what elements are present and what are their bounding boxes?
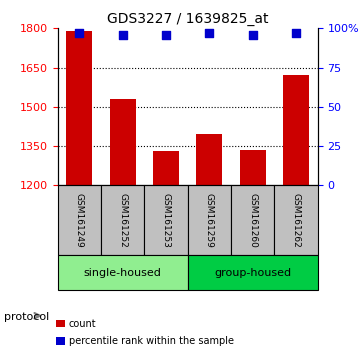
Text: protocol: protocol — [4, 312, 49, 322]
Text: GSM161249: GSM161249 — [75, 193, 84, 248]
Point — [293, 30, 299, 36]
Point — [163, 32, 169, 38]
Bar — [56, 337, 65, 345]
FancyBboxPatch shape — [144, 185, 188, 255]
Bar — [196, 135, 222, 185]
FancyBboxPatch shape — [58, 255, 188, 290]
Text: GSM161259: GSM161259 — [205, 193, 214, 248]
Title: GDS3227 / 1639825_at: GDS3227 / 1639825_at — [107, 12, 269, 26]
Text: group-housed: group-housed — [214, 268, 291, 278]
FancyBboxPatch shape — [101, 185, 144, 255]
Bar — [153, 152, 179, 185]
Bar — [240, 150, 266, 185]
Text: count: count — [69, 319, 96, 329]
Point — [250, 32, 256, 38]
Bar — [66, 31, 92, 185]
Text: GSM161262: GSM161262 — [292, 193, 300, 248]
Point — [206, 30, 212, 36]
Bar — [56, 320, 65, 327]
FancyBboxPatch shape — [274, 185, 318, 255]
Point — [120, 32, 126, 38]
Text: GSM161252: GSM161252 — [118, 193, 127, 248]
Point — [77, 30, 82, 36]
Text: GSM161260: GSM161260 — [248, 193, 257, 248]
FancyBboxPatch shape — [188, 185, 231, 255]
Text: GSM161253: GSM161253 — [162, 193, 170, 248]
Bar — [110, 99, 136, 185]
FancyBboxPatch shape — [231, 185, 274, 255]
Text: percentile rank within the sample: percentile rank within the sample — [69, 336, 234, 346]
Text: single-housed: single-housed — [84, 268, 162, 278]
FancyBboxPatch shape — [188, 255, 318, 290]
FancyBboxPatch shape — [58, 185, 101, 255]
Bar — [283, 75, 309, 185]
